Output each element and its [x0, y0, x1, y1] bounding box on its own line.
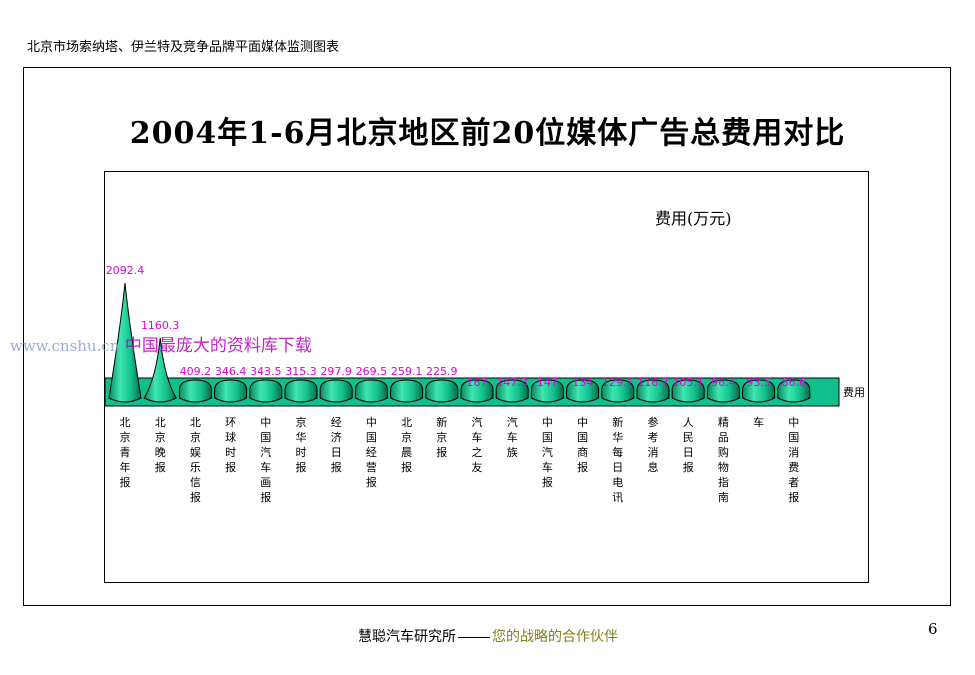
chart-title: 2004年1-6月北京地区前20位媒体广告总费用对比 — [129, 116, 846, 151]
page-header: 北京市场索纳塔、伊兰特及竞争品牌平面媒体监测图表 — [27, 40, 340, 55]
category-label: 经济日报 — [331, 416, 342, 474]
bar — [390, 379, 424, 403]
bar — [284, 379, 318, 403]
bar — [530, 379, 564, 403]
bar — [108, 282, 142, 403]
category-label: 汽车族 — [507, 415, 518, 459]
data-label: 105.1 — [672, 376, 704, 389]
bar — [178, 379, 212, 403]
category-label: 北京晚报 — [155, 416, 166, 474]
category-label: 中国消费者报 — [788, 416, 799, 504]
data-label: 96.4 — [711, 376, 736, 389]
bar — [214, 379, 248, 403]
data-label: 259.1 — [391, 365, 423, 378]
data-label: 343.5 — [250, 365, 282, 378]
data-label: 2092.4 — [106, 264, 145, 277]
category-label: 中国商报 — [577, 416, 588, 474]
bar — [566, 379, 600, 403]
footer-org: 慧聪汽车研究所 — [358, 629, 456, 645]
data-label: 86.6 — [782, 376, 807, 389]
bar — [143, 337, 177, 403]
category-label: 精品购物指南 — [718, 416, 729, 504]
footer-slogan: 您的战略的合作伙伴 — [492, 629, 618, 645]
bar — [636, 379, 670, 403]
legend-series-label: 费用 — [843, 386, 865, 399]
bar — [249, 379, 283, 403]
category-label: 新华每日电讯 — [612, 415, 623, 504]
data-label: 409.2 — [180, 365, 212, 378]
category-label: 中国汽车报 — [542, 416, 553, 489]
bar — [495, 379, 529, 403]
plot-area — [104, 171, 869, 583]
data-label: 116.7 — [637, 376, 669, 389]
bar — [601, 379, 635, 403]
bar — [706, 379, 740, 403]
data-label: 134 — [572, 376, 593, 389]
data-label: 346.4 — [215, 365, 247, 378]
category-label: 新京报 — [436, 415, 447, 459]
data-label: 1160.3 — [141, 319, 180, 332]
bar — [777, 379, 811, 403]
category-label: 环球时报 — [225, 416, 236, 474]
unit-label: 费用(万元) — [655, 209, 732, 228]
category-label: 汽车之友 — [472, 415, 483, 474]
category-label: 北京晨报 — [401, 416, 412, 474]
data-label: 147 — [537, 376, 558, 389]
bar — [742, 379, 776, 403]
bar — [354, 379, 388, 403]
page-number: 6 — [928, 620, 938, 638]
bar — [425, 379, 459, 403]
footer: 慧聪汽车研究所 您的战略的合作伙伴 — [358, 626, 618, 646]
watermark: www.cnshu.cn 中国最庞大的资料库下载 — [10, 336, 312, 356]
bar — [460, 379, 494, 403]
data-label: 297.9 — [320, 365, 352, 378]
bar — [319, 379, 353, 403]
data-label: 315.3 — [285, 365, 317, 378]
data-label: 269.5 — [356, 365, 388, 378]
category-label: 北京娱乐信报 — [190, 416, 201, 504]
data-label: 129.1 — [602, 376, 634, 389]
slide-frame — [23, 67, 951, 606]
bar — [671, 379, 705, 403]
category-label: 车 — [753, 415, 764, 429]
category-label: 北京青年报 — [120, 416, 131, 489]
category-label: 人民日报 — [683, 416, 694, 474]
data-label: 93.5 — [746, 376, 771, 389]
category-label: 参考消息 — [648, 415, 659, 474]
category-label: 京华时报 — [296, 415, 307, 474]
data-label: 225.9 — [426, 365, 458, 378]
category-label: 中国汽车画报 — [260, 416, 271, 504]
data-label: 167 — [467, 376, 488, 389]
category-label: 中国经营报 — [366, 416, 377, 489]
data-label: 147.3 — [496, 376, 528, 389]
